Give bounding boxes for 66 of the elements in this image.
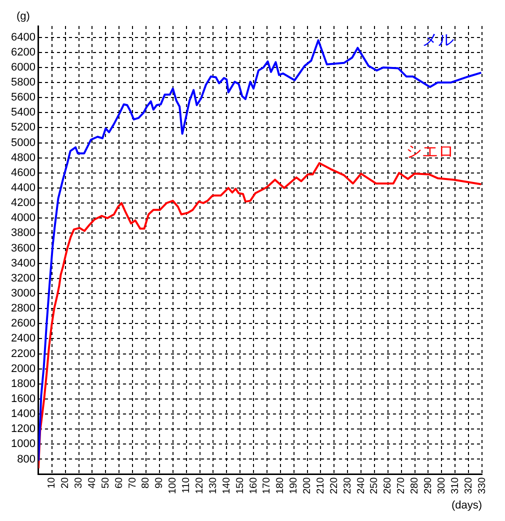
x-tick-label: 10 (46, 476, 58, 488)
y-tick-label: 3000 (10, 288, 36, 300)
y-tick-label: 5200 (10, 122, 36, 134)
series-label: メル (422, 32, 454, 50)
x-tick-label: 210 (315, 476, 326, 494)
x-tick-label: 90 (154, 476, 166, 488)
y-tick-label: 6200 (10, 46, 36, 58)
x-tick-label: 170 (262, 476, 273, 494)
x-tick-label: 160 (248, 476, 260, 494)
x-tick-label: 310 (450, 476, 461, 494)
x-tick-label: 60 (114, 476, 125, 488)
y-tick-label: 4800 (10, 152, 36, 164)
y-tick-label: 3600 (10, 242, 36, 254)
x-tick-label: 300 (436, 476, 448, 494)
x-tick-label: 320 (463, 476, 474, 494)
x-tick-label: 190 (288, 476, 300, 494)
y-tick-label: 4200 (10, 197, 36, 210)
y-tick-label: 1000 (10, 438, 36, 450)
y-tick-label: 3400 (10, 257, 36, 270)
y-axis-title: (g) (16, 10, 30, 23)
series-label: シエロ (406, 144, 454, 161)
x-tick-label: 100 (168, 476, 179, 494)
x-tick-label: 70 (127, 476, 138, 488)
y-tick-label: 800 (17, 453, 36, 466)
y-tick-label: 6400 (10, 31, 36, 44)
y-tick-label: 1800 (10, 378, 36, 390)
y-tick-label: 3200 (10, 272, 36, 284)
y-tick-label: 6000 (10, 61, 36, 74)
x-tick-label: 250 (369, 476, 380, 494)
x-tick-label: 330 (476, 476, 488, 494)
y-tick-label: 5600 (10, 92, 36, 104)
y-tick-label: 5800 (10, 76, 36, 89)
x-tick-label: 280 (410, 476, 421, 494)
y-tick-label: 5000 (10, 136, 36, 149)
x-tick-label: 230 (342, 476, 354, 494)
x-tick-label: 290 (422, 476, 434, 494)
x-tick-label: 150 (234, 476, 246, 494)
y-tick-label: 4400 (10, 182, 36, 194)
y-tick-label: 1400 (10, 408, 36, 420)
y-tick-label: 1600 (10, 393, 36, 405)
y-tick-label: 4000 (10, 212, 36, 224)
y-tick-label: 2800 (10, 302, 36, 315)
y-tick-label: 3800 (10, 227, 36, 240)
x-tick-label: 260 (382, 476, 394, 494)
y-tick-label: 5400 (10, 106, 36, 119)
x-tick-label: 220 (328, 476, 340, 494)
x-tick-label: 120 (194, 476, 206, 494)
x-tick-label: 110 (181, 476, 192, 494)
x-tick-label: 50 (100, 476, 112, 488)
x-tick-label: 40 (86, 476, 98, 488)
x-tick-label: 130 (208, 476, 219, 494)
x-tick-label: 180 (275, 476, 286, 494)
y-tick-label: 2200 (10, 348, 36, 360)
y-tick-label: 2400 (10, 332, 36, 345)
y-tick-label: 2000 (10, 362, 36, 375)
x-tick-label: 270 (396, 476, 408, 494)
x-tick-label: 240 (356, 476, 367, 494)
x-tick-label: 80 (140, 476, 152, 488)
x-tick-label: 30 (74, 476, 85, 488)
x-tick-label: 20 (60, 476, 72, 488)
y-tick-label: 4600 (10, 166, 36, 179)
y-tick-label: 1200 (10, 423, 36, 436)
y-tick-label: 2600 (10, 318, 36, 330)
x-tick-label: 140 (221, 476, 232, 494)
x-axis-title: (days) (451, 500, 482, 512)
x-tick-label: 200 (302, 476, 314, 494)
